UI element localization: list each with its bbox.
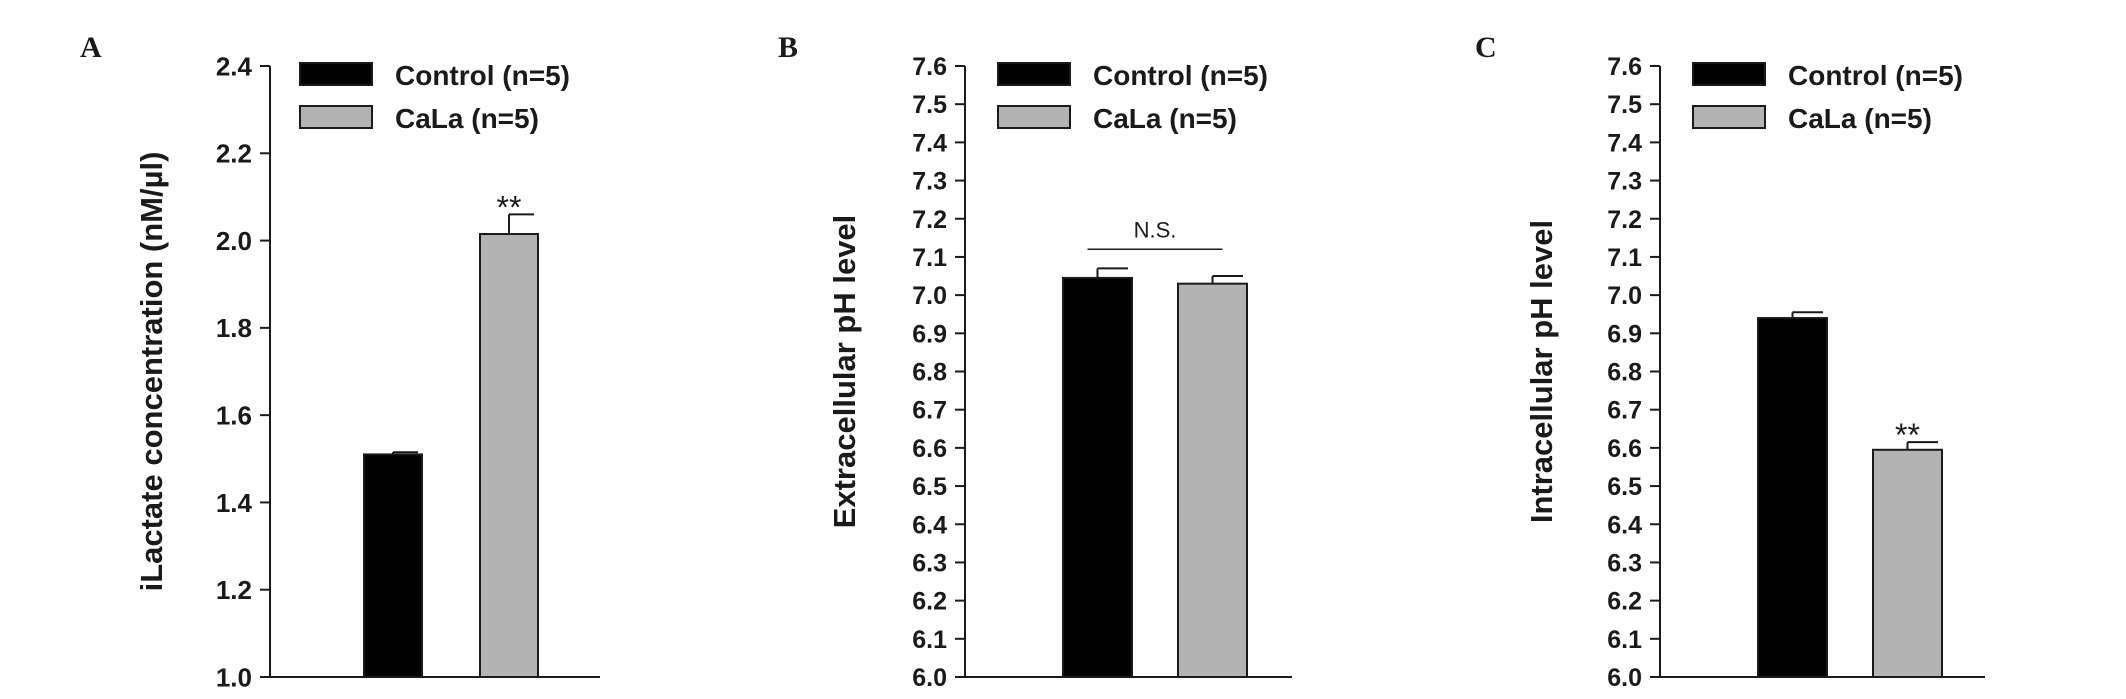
significance-label: N.S. bbox=[1134, 217, 1177, 242]
y-tick-label: 6.7 bbox=[1607, 397, 1642, 425]
y-tick-label: 6.0 bbox=[1607, 664, 1642, 692]
y-tick-label: 6.1 bbox=[1607, 626, 1642, 654]
y-tick-label: 6.9 bbox=[912, 320, 947, 348]
y-tick-label: 7.5 bbox=[1607, 91, 1642, 119]
y-tick-label: 1.6 bbox=[216, 401, 252, 431]
significance-label: ** bbox=[497, 189, 522, 225]
legend-label: CaLa (n=5) bbox=[1093, 103, 1237, 134]
panel-letter: B bbox=[778, 31, 798, 64]
y-tick-label: 7.2 bbox=[912, 206, 947, 234]
chart-panel-a: A 1.0 1.2 1.4 1.6 1.8 2.0 2.2 2.4 iLactate concen… bbox=[80, 31, 600, 692]
y-tick-label: 6.8 bbox=[912, 359, 947, 387]
y-tick-label: 7.0 bbox=[1607, 282, 1642, 310]
y-tick-label: 6.4 bbox=[1607, 511, 1642, 539]
y-tick-label: 6.2 bbox=[912, 588, 947, 616]
legend-label: Control (n=5) bbox=[1093, 60, 1268, 91]
legend-swatch-cala bbox=[997, 105, 1071, 129]
y-tick-label: 6.7 bbox=[912, 397, 947, 425]
y-axis-label: Intracellular pH level bbox=[1524, 220, 1559, 523]
bar-cala bbox=[479, 233, 539, 678]
y-tick-label: 7.1 bbox=[1607, 244, 1642, 272]
y-axis-label: iLactate concentration (nM/µl) bbox=[134, 152, 169, 592]
y-tick-label: 6.5 bbox=[1607, 473, 1642, 501]
y-tick-label: 1.8 bbox=[216, 313, 252, 343]
y-tick-label: 6.8 bbox=[1607, 359, 1642, 387]
legend-swatch-control bbox=[1692, 62, 1766, 86]
y-tick-label: 7.3 bbox=[912, 168, 947, 196]
y-tick-label: 2.0 bbox=[216, 226, 252, 256]
chart-panel-c: C 6.0 6.1 6.2 6.3 6.4 6.5 6.6 6.7 6.8 6.9 7.0 7.1 7.2… bbox=[1475, 31, 1985, 692]
bar-cala bbox=[1872, 448, 1943, 678]
y-tick-label: 1.0 bbox=[216, 662, 252, 692]
y-tick-label: 2.2 bbox=[216, 139, 252, 169]
panel-letter: A bbox=[80, 31, 102, 64]
y-tick-label: 7.5 bbox=[912, 91, 947, 119]
bar-cala bbox=[1177, 282, 1248, 678]
bar-control bbox=[363, 453, 423, 678]
y-tick-label: 6.6 bbox=[912, 435, 947, 463]
y-tick-label: 6.2 bbox=[1607, 588, 1642, 616]
bar-control bbox=[1757, 317, 1828, 678]
y-tick-label: 7.0 bbox=[912, 282, 947, 310]
legend-swatch-control bbox=[997, 62, 1071, 86]
legend-swatch-cala bbox=[1692, 105, 1766, 129]
y-tick-label: 1.2 bbox=[216, 575, 252, 605]
legend-label: CaLa (n=5) bbox=[395, 103, 539, 134]
y-tick-label: 2.4 bbox=[216, 51, 253, 81]
y-tick-label: 7.2 bbox=[1607, 206, 1642, 234]
y-tick-label: 7.1 bbox=[912, 244, 947, 272]
y-tick-label: 6.3 bbox=[912, 549, 947, 577]
legend-swatch-control bbox=[299, 62, 373, 86]
y-tick-label: 6.9 bbox=[1607, 320, 1642, 348]
chart-panel-b: B 6.0 6.1 6.2 6.3 6.4 6.5 6.6 6.7 6.8 6.9 7.0 7.1 7.2… bbox=[778, 31, 1292, 692]
legend-label: CaLa (n=5) bbox=[1788, 103, 1932, 134]
y-tick-label: 6.1 bbox=[912, 626, 947, 654]
y-tick-label: 7.3 bbox=[1607, 168, 1642, 196]
y-tick-label: 7.6 bbox=[912, 53, 947, 81]
y-tick-label: 6.3 bbox=[1607, 549, 1642, 577]
legend-swatch-cala bbox=[299, 105, 373, 129]
legend-label: Control (n=5) bbox=[395, 60, 570, 91]
y-tick-label: 6.6 bbox=[1607, 435, 1642, 463]
y-tick-label: 7.4 bbox=[912, 129, 947, 157]
y-tick-label: 1.4 bbox=[216, 488, 253, 518]
legend-label: Control (n=5) bbox=[1788, 60, 1963, 91]
y-tick-label: 7.6 bbox=[1607, 53, 1642, 81]
y-tick-label: 6.4 bbox=[912, 511, 947, 539]
y-tick-label: 7.4 bbox=[1607, 129, 1642, 157]
panel-letter: C bbox=[1475, 31, 1497, 64]
y-tick-label: 6.5 bbox=[912, 473, 947, 501]
y-tick-label: 6.0 bbox=[912, 664, 947, 692]
significance-label: ** bbox=[1895, 417, 1920, 453]
y-axis-label: Extracellular pH level bbox=[827, 215, 862, 529]
bar-control bbox=[1062, 276, 1133, 678]
